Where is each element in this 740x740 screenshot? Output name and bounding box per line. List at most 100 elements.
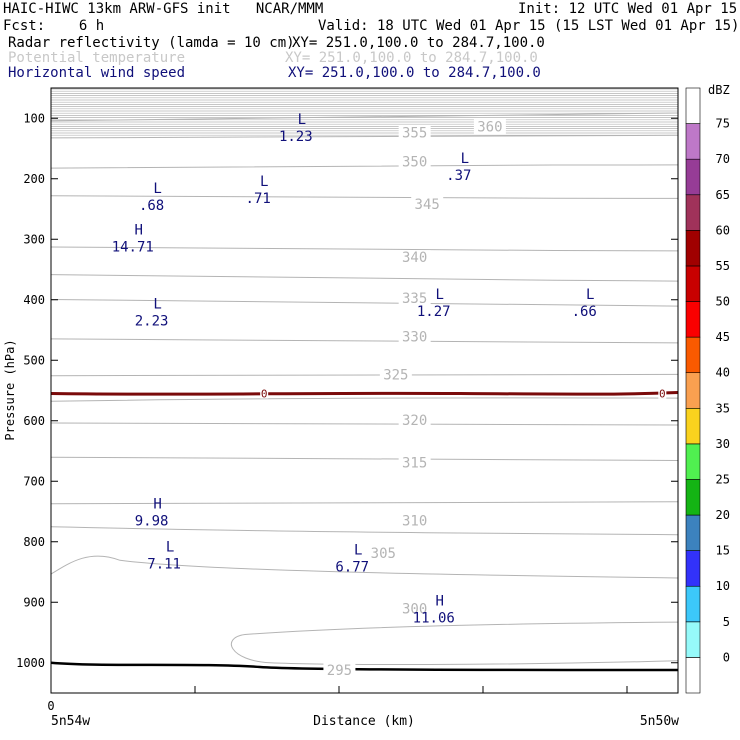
colorbar-swatch <box>685 265 701 302</box>
theta-contour <box>50 422 679 426</box>
wind-extremum-value: 9.98 <box>135 513 169 529</box>
theta-label-bg <box>379 367 412 382</box>
wind-extremum-value: 7.11 <box>147 556 181 572</box>
theta-label-bg <box>398 513 431 528</box>
theta-label: 325 <box>383 368 408 384</box>
wind-extremum-value: 6.77 <box>335 559 369 575</box>
theta-label-bg <box>323 662 356 677</box>
theta-label: 300 <box>402 602 427 618</box>
theta-label: 335 <box>402 291 427 307</box>
wind-extremum-marker: L <box>166 539 174 555</box>
colorbar-swatch <box>685 158 701 196</box>
wind-extremum-marker: L <box>436 287 444 303</box>
colorbar-unit: dBZ <box>708 83 730 97</box>
terrain-line <box>50 661 679 672</box>
colorbar-label: 45 <box>716 330 730 344</box>
wind-extremum-marker: L <box>260 174 268 190</box>
theta-label: 315 <box>402 455 427 471</box>
wind-extremum-value: .37 <box>446 168 471 184</box>
colorbar-label: 30 <box>716 437 730 451</box>
colorbar-swatch <box>685 123 701 160</box>
colorbar-swatch <box>685 657 701 694</box>
y-tick-label: 100 <box>23 111 45 125</box>
colorbar-swatch <box>685 194 701 231</box>
theta-label-bg <box>398 601 431 616</box>
theta-label-bg <box>411 196 444 211</box>
y-tick-label: 800 <box>23 535 45 549</box>
colorbar-swatch <box>685 514 701 551</box>
wind-extremum-value: .71 <box>246 191 271 207</box>
theta-contour <box>50 274 679 282</box>
theta-label: 360 <box>477 120 502 136</box>
theta-label-bg <box>398 329 431 344</box>
wind-extremum-value: 14.71 <box>112 239 154 255</box>
colorbar-label: 35 <box>716 401 730 415</box>
theta-label-bg <box>367 546 400 561</box>
theta-contour <box>50 456 679 461</box>
wind-extremum-marker: L <box>586 287 594 303</box>
colorbar-swatch <box>685 479 701 516</box>
title-left: HAIC-HIWC 13km ARW-GFS init NCAR/MMM <box>3 1 324 17</box>
field-theta-xy: XY= 251.0,100.0 to 284.7,100.0 <box>285 50 538 66</box>
wind-extremum-value: 1.23 <box>279 129 313 145</box>
theta-contour <box>50 195 679 199</box>
forecast-hour: Fcst: 6 h <box>3 18 105 34</box>
wind-extremum-value: 1.27 <box>417 304 451 320</box>
theta-label: 345 <box>415 197 440 213</box>
colorbar-swatch <box>685 585 701 623</box>
wind-extremum-marker: L <box>153 297 161 313</box>
wind-extremum-marker: H <box>153 496 161 512</box>
colorbar: 0 5 10 15 20 25 30 35 40 45 50 55 60 65 70 75 <box>685 87 730 694</box>
theta-contour <box>50 555 679 579</box>
theta-label-bg <box>398 154 431 169</box>
wind-extremum-value: 2.23 <box>135 314 169 330</box>
field-reflectivity-name: Radar reflectivity (lamda = 10 cm) <box>8 35 295 51</box>
theta-label-bg <box>398 250 431 265</box>
colorbar-label: 60 <box>716 223 730 237</box>
theta-label-bg <box>398 290 431 305</box>
theta-label: 310 <box>402 513 427 529</box>
field-reflectivity-xy: XY= 251.0,100.0 to 284.7,100.0 <box>292 35 545 51</box>
colorbar-label: 75 <box>716 117 730 131</box>
colorbar-label: 5 <box>723 615 730 629</box>
colorbar-swatch <box>685 301 701 338</box>
theta-contour <box>50 373 679 377</box>
colorbar-label: 25 <box>716 472 730 486</box>
y-tick-label: 700 <box>23 474 45 488</box>
theta-label-bg <box>398 455 431 470</box>
wind-extremum-marker: L <box>153 181 161 197</box>
theta-label: 305 <box>371 546 396 562</box>
y-axis-title: Pressure (hPa) <box>3 339 17 440</box>
y-tick-label: 1000 <box>16 656 45 670</box>
y-tick-label: 400 <box>23 293 45 307</box>
theta-contour <box>50 397 679 402</box>
wind-extremum-value: .68 <box>139 198 164 214</box>
colorbar-label: 40 <box>716 366 730 380</box>
theta-label: 355 <box>402 126 427 142</box>
valid-time: Valid: 18 UTC Wed 01 Apr 15 (15 LST Wed … <box>318 18 740 34</box>
colorbar-label: 0 <box>723 650 730 664</box>
theta-contour <box>50 164 679 169</box>
colorbar-label: 15 <box>716 544 730 558</box>
zero-contour-label: 0 <box>261 388 268 401</box>
y-tick-label: 200 <box>23 172 45 186</box>
y-tick-label: 600 <box>23 414 45 428</box>
wind-extremum-marker: H <box>436 594 444 610</box>
theta-label: 320 <box>402 413 427 429</box>
zero-label-bg <box>260 387 269 399</box>
wind-extremum-marker: L <box>298 112 306 128</box>
theta-contour <box>50 338 679 344</box>
x-axis-title: Distance (km) <box>313 714 415 729</box>
wind-extremum-marker: H <box>135 222 143 238</box>
init-time: Init: 12 UTC Wed 01 Apr 15 <box>518 1 738 17</box>
colorbar-swatch <box>685 87 701 124</box>
theta-contour <box>50 526 679 536</box>
theta-contour <box>50 134 679 139</box>
colorbar-swatch <box>685 230 701 267</box>
theta-label-bg <box>473 119 506 134</box>
theta-label: 340 <box>402 250 427 266</box>
colorbar-label: 50 <box>716 295 730 309</box>
theta-contours <box>50 88 679 666</box>
field-wind-xy: XY= 251.0,100.0 to 284.7,100.0 <box>288 65 541 81</box>
y-tick-label: 900 <box>23 595 45 609</box>
